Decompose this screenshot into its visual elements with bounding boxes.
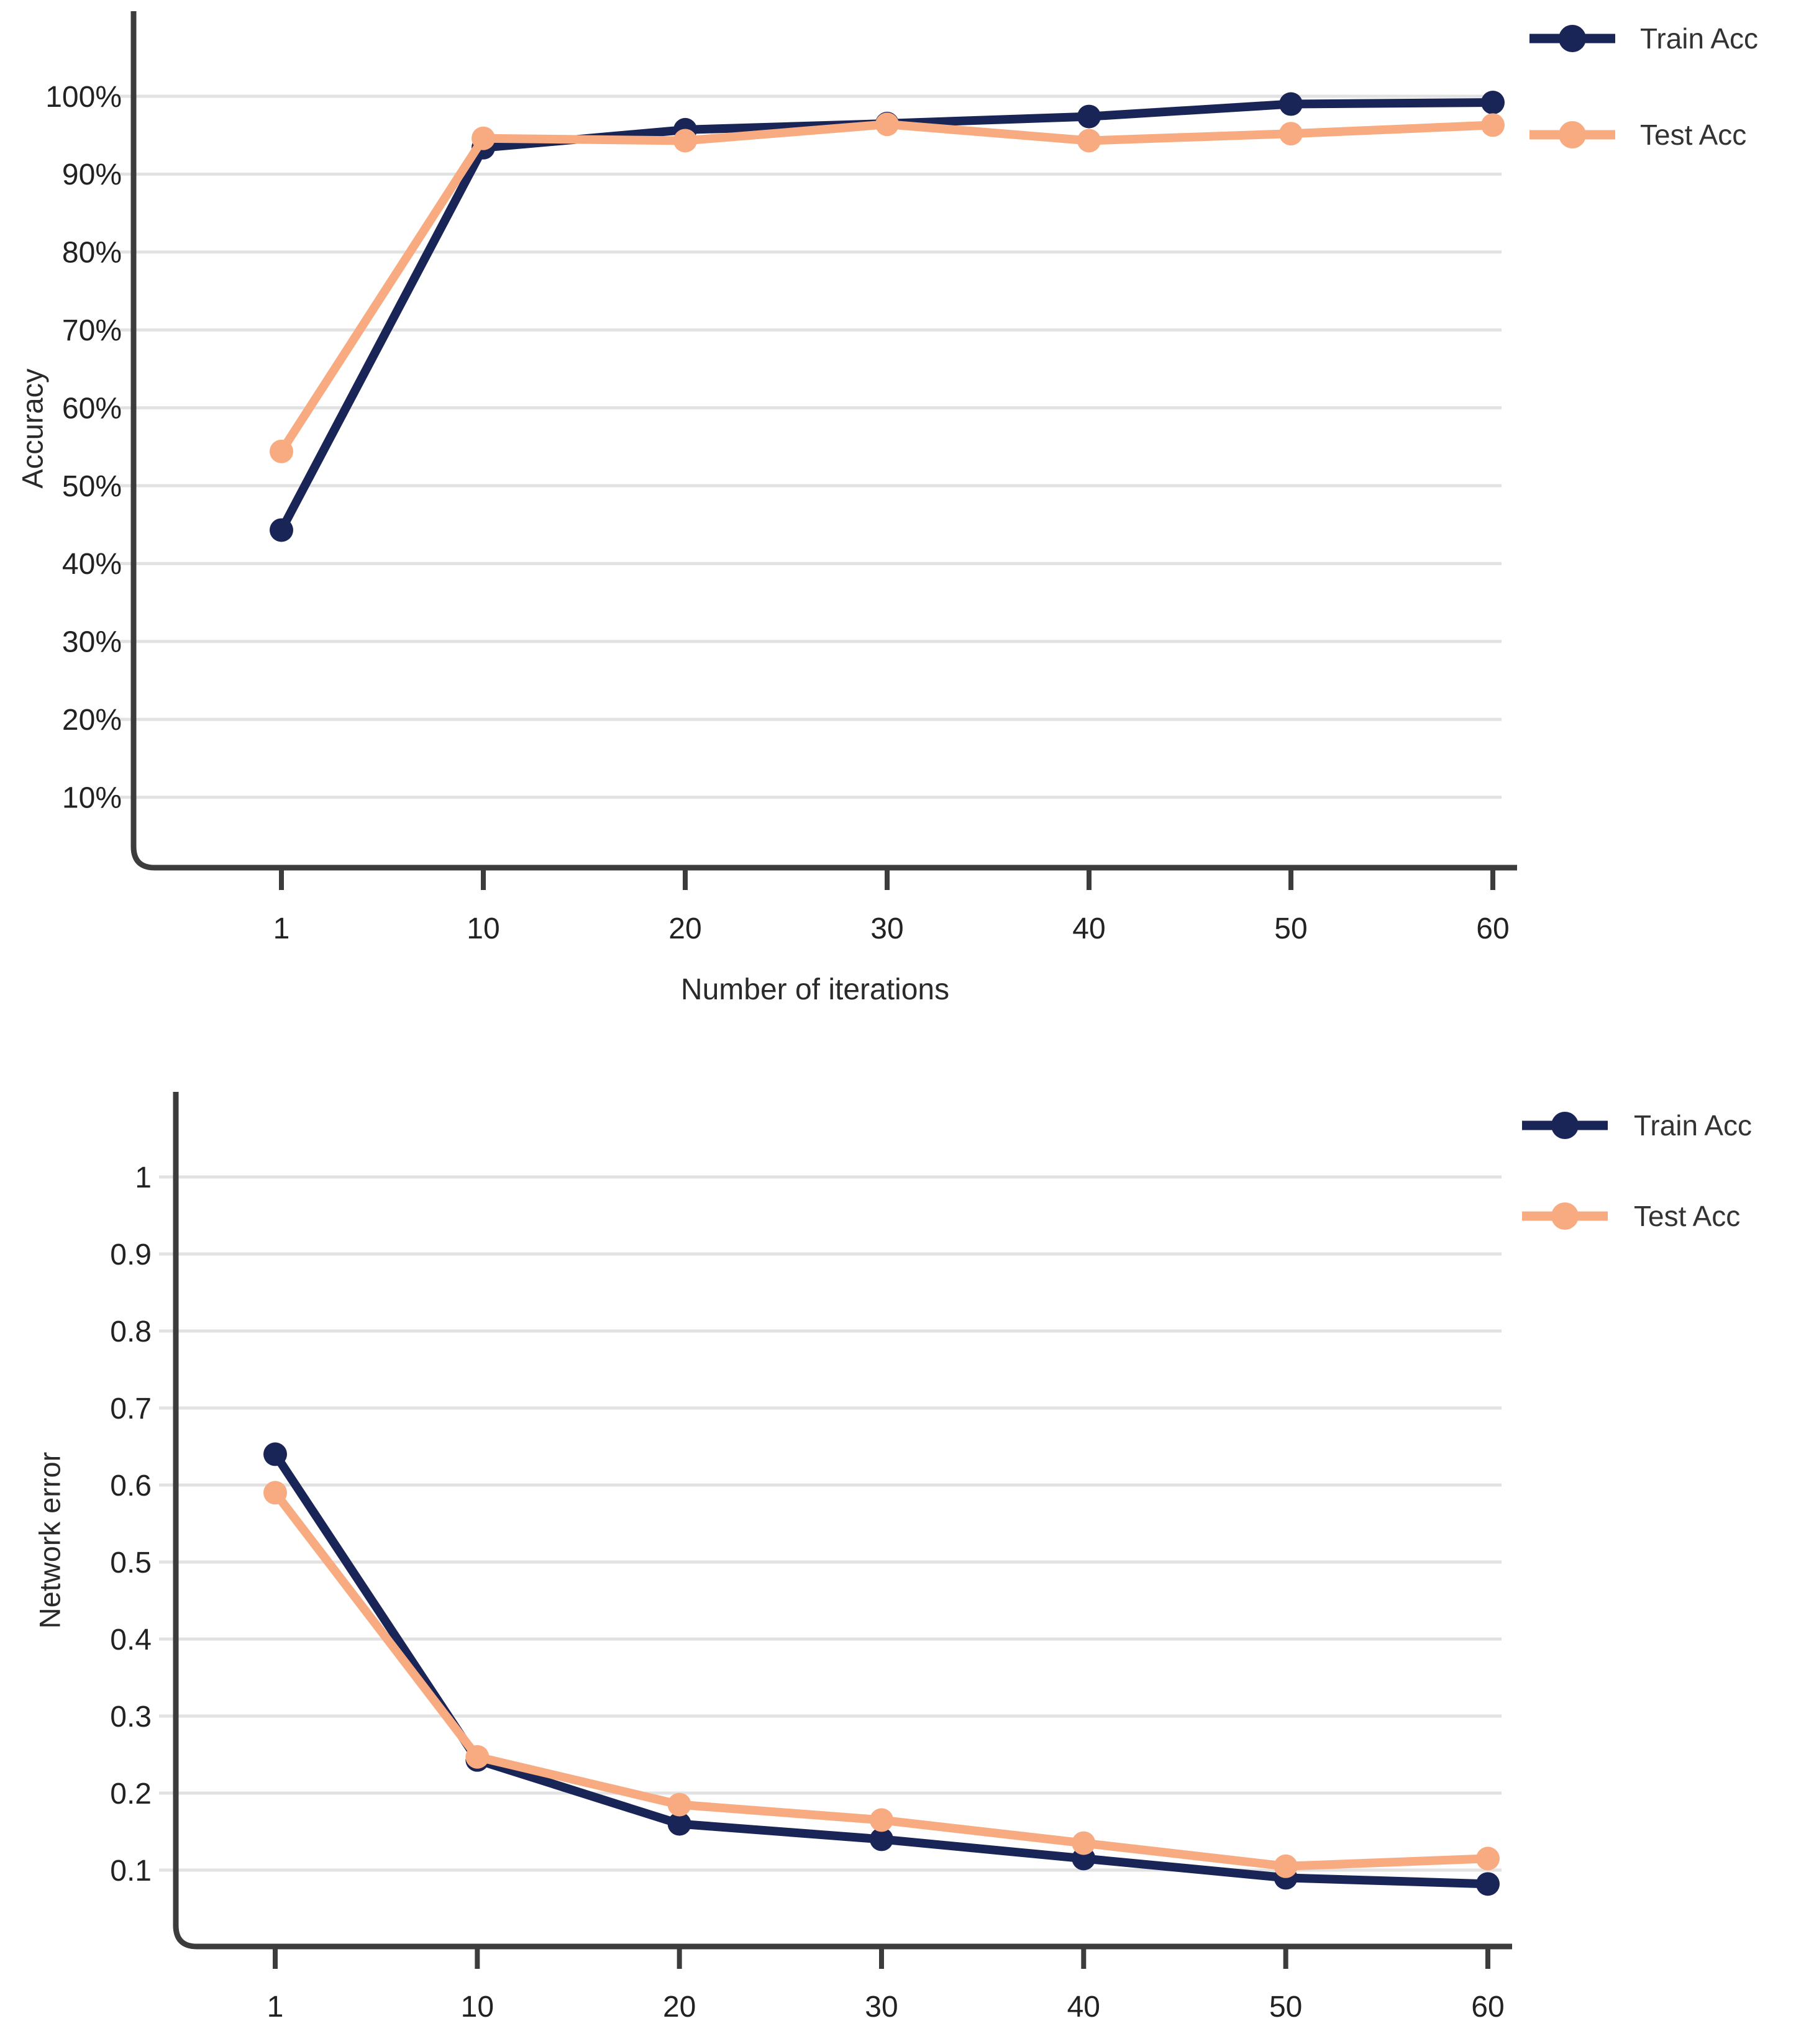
accuracy-x-tick-label: 1 xyxy=(273,912,290,945)
error-test-acc-marker xyxy=(1072,1831,1096,1855)
error-axis xyxy=(173,1092,1512,1950)
error-y-tick-label: 0.1 xyxy=(110,1855,152,1887)
accuracy-train-acc-marker xyxy=(1279,92,1303,116)
error-train-acc-marker xyxy=(263,1442,287,1466)
accuracy-y-tick-label: 40% xyxy=(62,548,122,581)
accuracy-test-acc-marker xyxy=(673,129,697,153)
accuracy-test-acc-marker xyxy=(875,112,899,137)
accuracy-legend-test-acc-dot-icon xyxy=(1559,121,1586,148)
error-y-tick-label: 0.6 xyxy=(110,1469,152,1502)
accuracy-legend-train-acc-label: Train Acc xyxy=(1640,22,1758,55)
error-legend-train-acc-dot-icon xyxy=(1551,1112,1579,1139)
error-test-acc-marker xyxy=(869,1808,893,1832)
error-test-acc-marker xyxy=(667,1792,691,1817)
error-legend-test-acc-label: Test Acc xyxy=(1634,1200,1740,1232)
accuracy-y-tick-label: 50% xyxy=(62,470,122,503)
error-x-tick-label: 30 xyxy=(865,1991,898,2024)
accuracy-x-axis-title: Number of iterations xyxy=(681,973,949,1006)
error-x-tick-label: 10 xyxy=(461,1991,494,2024)
accuracy-test-acc-marker xyxy=(1481,113,1505,137)
accuracy-x-tick-label: 50 xyxy=(1274,912,1307,945)
error-x-tick-label: 40 xyxy=(1067,1991,1100,2024)
error-train-acc-marker xyxy=(1475,1872,1500,1896)
error-y-tick-label: 0.8 xyxy=(110,1315,152,1348)
error-test-acc-marker xyxy=(1274,1854,1298,1878)
error-y-tick-label: 0.2 xyxy=(110,1778,152,1810)
accuracy-x-tick-label: 40 xyxy=(1072,912,1105,945)
accuracy-y-tick-label: 80% xyxy=(62,237,122,270)
error-x-tick-label: 20 xyxy=(663,1991,696,2024)
accuracy-x-tick-label: 10 xyxy=(467,912,499,945)
error-train-acc-marker xyxy=(869,1827,893,1851)
accuracy-y-tick-label: 10% xyxy=(62,781,122,814)
error-y-axis-title: Network error xyxy=(33,1452,66,1629)
error-test-acc-marker xyxy=(1475,1846,1500,1871)
error-y-tick-label: 0.7 xyxy=(110,1392,152,1425)
accuracy-x-tick-label: 20 xyxy=(668,912,701,945)
error-y-tick-label: 1 xyxy=(135,1161,152,1194)
error-y-tick-label: 0.5 xyxy=(110,1547,152,1579)
accuracy-y-tick-label: 90% xyxy=(62,158,122,191)
accuracy-y-tick-label: 100% xyxy=(45,81,122,114)
accuracy-x-tick-label: 30 xyxy=(870,912,903,945)
error-y-tick-label: 0.4 xyxy=(110,1624,152,1656)
accuracy-train-acc-marker xyxy=(270,518,293,542)
accuracy-legend-train-acc-dot-icon xyxy=(1559,25,1586,52)
accuracy-y-tick-label: 20% xyxy=(62,704,122,737)
accuracy-test-acc-marker xyxy=(1077,129,1101,153)
accuracy-test-acc-marker xyxy=(1279,122,1303,146)
accuracy-y-tick-label: 30% xyxy=(62,626,122,659)
accuracy-test-acc-marker xyxy=(270,439,293,463)
accuracy-test-acc-marker xyxy=(472,126,495,150)
accuracy-y-tick-label: 60% xyxy=(62,392,122,425)
accuracy-train-acc-marker xyxy=(1481,91,1505,115)
error-train-acc-marker xyxy=(667,1812,691,1836)
accuracy-y-tick-label: 70% xyxy=(62,314,122,347)
error-x-tick-label: 1 xyxy=(267,1991,284,2024)
accuracy-x-tick-label: 60 xyxy=(1476,912,1509,945)
error-x-tick-label: 60 xyxy=(1471,1991,1504,2024)
error-y-tick-label: 0.9 xyxy=(110,1238,152,1271)
accuracy-axis xyxy=(130,11,1517,871)
error-y-tick-label: 0.3 xyxy=(110,1701,152,1733)
accuracy-legend-test-acc-label: Test Acc xyxy=(1640,119,1746,151)
error-legend-test-acc-dot-icon xyxy=(1551,1202,1579,1230)
accuracy-y-axis-title: Accuracy xyxy=(16,368,48,489)
error-x-tick-label: 50 xyxy=(1269,1991,1302,2024)
error-legend-train-acc-label: Train Acc xyxy=(1634,1109,1752,1142)
error-test-acc-marker xyxy=(263,1481,287,1505)
accuracy-train-acc-marker xyxy=(1077,104,1101,129)
error-test-acc-marker xyxy=(465,1745,490,1769)
